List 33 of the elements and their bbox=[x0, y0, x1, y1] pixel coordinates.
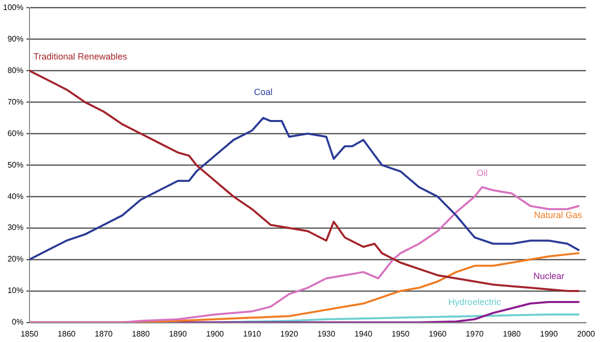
y-tick-label: 0% bbox=[12, 318, 24, 327]
y-tick-label: 40% bbox=[7, 192, 24, 201]
x-tick-label: 1880 bbox=[132, 329, 150, 338]
y-tick-label: 30% bbox=[7, 223, 24, 232]
text: Coal bbox=[254, 86, 272, 97]
x-tick-label: 1950 bbox=[392, 329, 410, 338]
y-tick-label: 80% bbox=[7, 66, 24, 75]
y-tick-label: 100% bbox=[2, 3, 24, 12]
y-tick-label: 50% bbox=[7, 160, 24, 170]
y-tick-label: 10% bbox=[7, 286, 24, 296]
x-tick-label: 1920 bbox=[280, 329, 299, 338]
series-label: Oil bbox=[476, 168, 488, 178]
x-tick-label: 1870 bbox=[94, 329, 114, 338]
x-tick-label: 1850 bbox=[20, 329, 39, 338]
x-tick-label: 2000 bbox=[577, 329, 596, 338]
series-label: Hydroelectric bbox=[448, 297, 502, 308]
x-tick-label: 1860 bbox=[58, 329, 76, 338]
x-tick-label: 1890 bbox=[168, 329, 188, 338]
x-tick-label: 1910 bbox=[243, 329, 262, 338]
y-tick-label: 70% bbox=[7, 97, 24, 106]
y-tick-label: 60% bbox=[7, 128, 24, 138]
series-label: Traditional Renewables bbox=[33, 52, 128, 62]
x-tick-label: 1900 bbox=[206, 329, 224, 338]
text: Natural Gas bbox=[534, 210, 582, 220]
y-tick-label: 20% bbox=[7, 254, 24, 264]
x-tick-label: 1960 bbox=[428, 329, 448, 338]
x-tick-label: 1940 bbox=[354, 329, 373, 338]
x-tick-label: 1930 bbox=[317, 329, 336, 338]
x-tick-label: 1990 bbox=[540, 329, 558, 338]
x-tick-label: 1970 bbox=[466, 329, 484, 338]
text: Nuclear bbox=[533, 270, 564, 281]
y-tick-label: 90% bbox=[7, 34, 24, 44]
x-tick-label: 1980 bbox=[502, 329, 522, 338]
